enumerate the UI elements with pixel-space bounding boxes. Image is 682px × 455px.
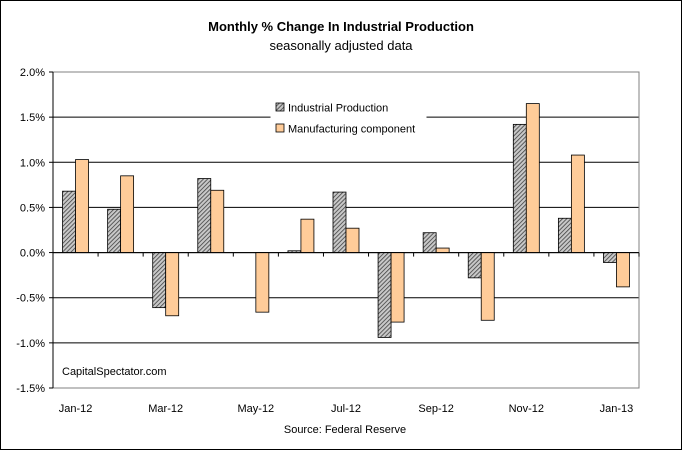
y-tick-label: -1.0% <box>16 338 45 350</box>
axes <box>49 71 640 389</box>
y-tick-label: 2.0% <box>20 67 45 79</box>
x-tick-label: May-12 <box>238 403 275 415</box>
manufacturing-component-bar <box>120 175 135 253</box>
industrial-production-bar <box>107 208 122 253</box>
industrial-production-bar <box>557 217 572 253</box>
y-tick-label: -1.5% <box>16 383 45 395</box>
y-tick-label: -0.5% <box>16 293 45 305</box>
x-tick-labels: Jan-12 Mar-12 May-12 Jul-12 Sep-12 Nov-12 Jan-… <box>59 403 634 415</box>
x-tick-label: Sep-12 <box>418 403 453 415</box>
x-tick-label: Jan-13 <box>600 403 634 415</box>
legend-label-industrial-production: Industrial Production <box>288 103 388 115</box>
chart-subtitle: seasonally adjusted data <box>269 38 413 53</box>
legend-swatch-industrial-production <box>275 102 285 112</box>
manufacturing-component-bar <box>75 159 89 253</box>
chart-title: Monthly % Change In Industrial Productio… <box>208 19 474 34</box>
industrial-production-bar <box>152 252 167 309</box>
y-tick-label: 1.0% <box>20 157 45 169</box>
legend-label-manufacturing-component: Manufacturing component <box>288 124 415 136</box>
industrial-production-bar <box>422 232 437 253</box>
industrial-production-bar <box>332 191 347 253</box>
manufacturing-component-bar <box>165 252 180 317</box>
industrial-production-bar <box>62 190 76 253</box>
y-tick-label: 0.0% <box>20 248 45 260</box>
manufacturing-component-bar <box>210 189 225 253</box>
y-tick-label: 1.5% <box>20 112 45 124</box>
legend: Industrial Production Manufacturing comp… <box>270 98 427 140</box>
industrial-production-bar <box>197 178 212 253</box>
industrial-production-bar <box>603 252 617 263</box>
manufacturing-component-bar <box>390 252 405 323</box>
manufacturing-component-bar <box>255 252 270 313</box>
x-tick-label: Jul-12 <box>331 403 361 415</box>
manufacturing-component-bar <box>345 227 360 253</box>
legend-box <box>270 98 427 140</box>
industrial-production-bar <box>377 252 392 338</box>
manufacturing-component-bar <box>435 247 450 253</box>
x-tick-label: Nov-12 <box>509 403 544 415</box>
manufacturing-component-bar <box>300 218 315 253</box>
legend-swatch-manufacturing-component <box>275 123 285 133</box>
x-tick-label: Mar-12 <box>148 403 183 415</box>
manufacturing-component-bar <box>480 252 495 321</box>
industrial-production-bar <box>512 123 527 253</box>
source-text: Source: Federal Reserve <box>284 424 406 436</box>
x-tick-label: Jan-12 <box>59 403 93 415</box>
bars <box>62 103 630 338</box>
y-tick-label: 0.5% <box>20 202 45 214</box>
industrial-production-bar <box>467 252 482 279</box>
manufacturing-component-bar <box>570 154 585 253</box>
y-tick-labels: -1.5% -1.0% -0.5% 0.0% 0.5% 1.0% 1.5% 2.0% <box>16 67 45 395</box>
manufacturing-component-bar <box>525 103 540 253</box>
watermark-text: CapitalSpectator.com <box>62 366 167 378</box>
manufacturing-component-bar <box>616 252 630 288</box>
